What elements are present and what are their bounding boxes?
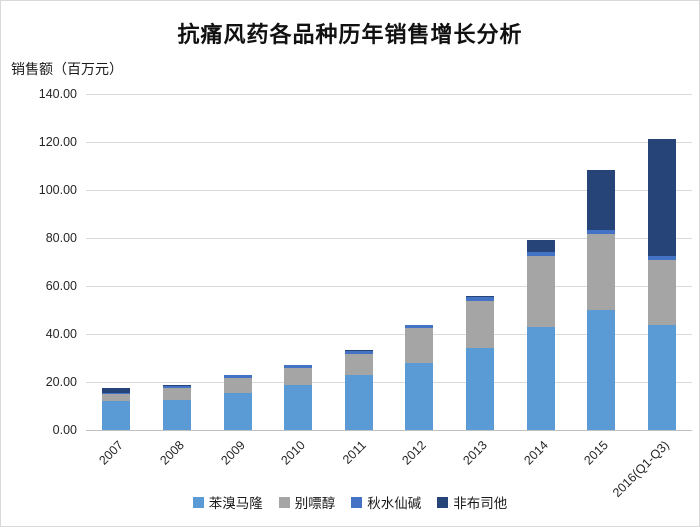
gridline (86, 238, 692, 239)
y-tick-label: 140.00 (38, 87, 77, 101)
bar-segment-苯溴马隆 (405, 363, 434, 430)
bar-segment-别嘌醇 (405, 328, 434, 364)
y-tick-label: 100.00 (38, 183, 77, 197)
gridline (86, 430, 692, 431)
legend-item-别嘌醇: 别嘌醇 (278, 492, 336, 512)
legend-item-秋水仙碱: 秋水仙碱 (351, 492, 421, 512)
bar-segment-非布司他 (587, 169, 616, 230)
bar-segment-别嘌醇 (647, 259, 676, 325)
bar-segment-非布司他 (647, 139, 676, 256)
bar-segment-秋水仙碱 (102, 392, 131, 394)
bar-segment-苯溴马隆 (465, 348, 494, 430)
bar-2014 (526, 94, 555, 430)
legend: 苯溴马隆 别嘌醇 秋水仙碱 非布司他 (1, 492, 699, 512)
y-tick-label: 80.00 (45, 231, 77, 245)
legend-swatch-icon (278, 496, 290, 508)
legend-label: 别嘌醇 (294, 496, 336, 511)
bar-segment-苯溴马隆 (102, 401, 131, 430)
gridline (86, 334, 692, 335)
y-tick-label: 20.00 (45, 375, 77, 389)
bar-segment-苯溴马隆 (162, 399, 191, 430)
bar-segment-别嘌醇 (344, 353, 373, 376)
bar-segment-别嘌醇 (162, 388, 191, 400)
bar-segment-苯溴马隆 (284, 385, 313, 430)
legend-swatch-icon (351, 496, 363, 508)
plot-area: 0.00 20.00 40.00 60.00 80.00 100.00 120.00 140.… (39, 87, 692, 500)
bar-segment-秋水仙碱 (223, 375, 252, 379)
chart-title: 抗痛风药各品种历年销售增长分析 (177, 22, 523, 47)
bar-segment-别嘌醇 (223, 378, 252, 394)
bar-segment-非布司他 (102, 388, 131, 393)
bar-segment-苯溴马隆 (587, 310, 616, 430)
bar-segment-非布司他 (526, 239, 555, 252)
bar-segment-非布司他 (162, 384, 191, 386)
legend-label: 苯溴马隆 (208, 496, 263, 511)
legend-item-非布司他: 非布司他 (437, 492, 507, 512)
bar-segment-秋水仙碱 (344, 350, 373, 354)
bar-2011 (344, 94, 373, 430)
bar-segment-秋水仙碱 (647, 255, 676, 260)
bar-segment-苯溴马隆 (526, 326, 555, 430)
bar-segment-苯溴马隆 (647, 324, 676, 430)
y-tick-label: 120.00 (38, 135, 77, 149)
bar-2013 (465, 94, 494, 430)
bar-2008 (162, 94, 191, 430)
legend-label: 非布司他 (453, 496, 508, 511)
bar-2009 (223, 94, 252, 430)
bar-segment-秋水仙碱 (465, 297, 494, 302)
y-axis-unit-label: 销售额（百万元） (11, 61, 123, 77)
bar-segment-非布司他 (465, 296, 494, 298)
bar-2016(Q1-Q3) (647, 94, 676, 430)
gridline (86, 382, 692, 383)
bar-2007 (102, 94, 131, 430)
bar-segment-苯溴马隆 (223, 393, 252, 430)
bar-segment-别嘌醇 (526, 256, 555, 327)
bar-2010 (284, 94, 313, 430)
legend-swatch-icon (437, 496, 449, 508)
gridline (86, 142, 692, 143)
y-tick-label: 40.00 (45, 327, 77, 341)
bar-2015 (587, 94, 616, 430)
bar-segment-秋水仙碱 (405, 325, 434, 329)
bar-segment-别嘌醇 (102, 393, 131, 402)
y-tick-label: 0.00 (52, 423, 77, 437)
bar-segment-秋水仙碱 (526, 251, 555, 256)
legend-label: 秋水仙碱 (367, 496, 422, 511)
bar-segment-秋水仙碱 (284, 365, 313, 368)
bar-segment-别嘌醇 (284, 367, 313, 386)
bar-segment-别嘌醇 (587, 233, 616, 310)
bar-segment-别嘌醇 (465, 301, 494, 349)
bar-segment-苯溴马隆 (344, 375, 373, 430)
bar-segment-秋水仙碱 (162, 385, 191, 389)
bar-segment-秋水仙碱 (587, 229, 616, 234)
legend-item-苯溴马隆: 苯溴马隆 (192, 492, 263, 512)
legend-swatch-icon (192, 496, 204, 508)
gridline (86, 286, 692, 287)
y-tick-label: 60.00 (45, 279, 77, 293)
bar-2012 (405, 94, 434, 430)
gridline (86, 94, 692, 95)
gridline (86, 190, 692, 191)
